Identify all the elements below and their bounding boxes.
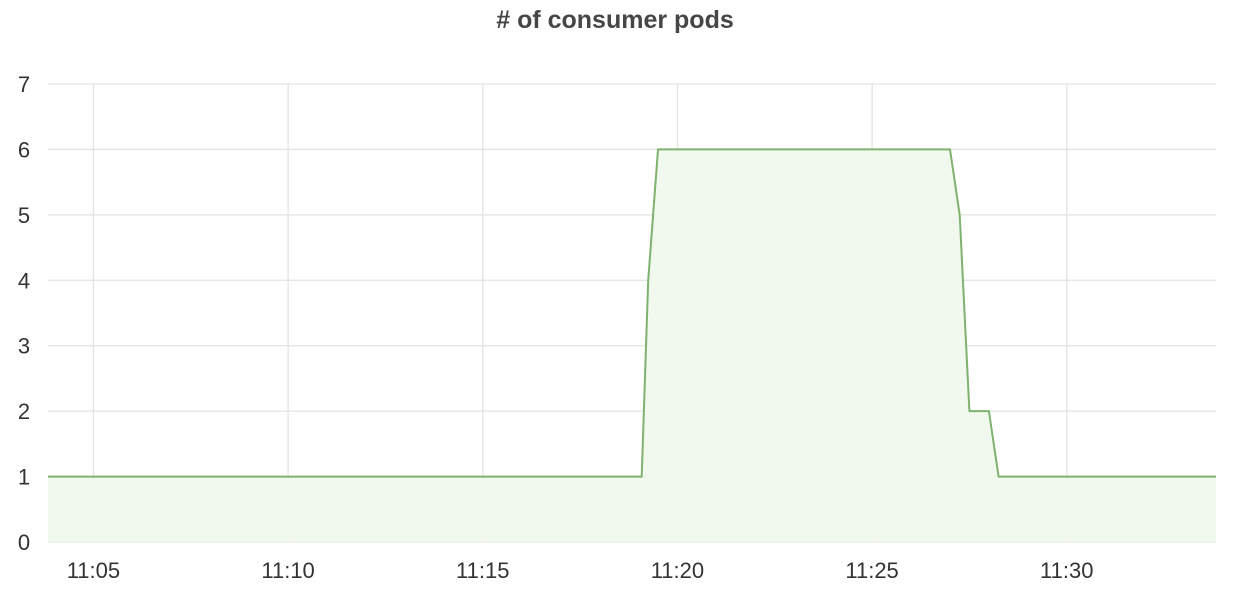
y-tick-label: 7 — [18, 72, 30, 97]
y-tick-label: 3 — [18, 334, 30, 359]
y-tick-label: 4 — [18, 268, 30, 293]
series-line — [48, 148, 1216, 478]
y-tick-label: 0 — [18, 530, 30, 555]
y-axis: 0 1 2 3 4 5 6 7 — [18, 72, 30, 555]
x-tick-label: 11:30 — [1040, 558, 1093, 583]
y-tick-label: 2 — [18, 399, 30, 424]
x-tick-label: 11:15 — [456, 558, 509, 583]
series-layer — [47, 148, 1217, 542]
x-tick-label: 11:20 — [651, 558, 704, 583]
x-tick-label: 11:25 — [845, 558, 898, 583]
y-tick-label: 1 — [18, 465, 30, 490]
series-area-fill — [48, 149, 1216, 542]
x-tick-label: 11:05 — [67, 558, 120, 583]
chart-title: # of consumer pods — [496, 6, 734, 34]
y-gridlines — [48, 83, 1216, 543]
y-tick-label: 6 — [18, 137, 30, 162]
x-tick-label: 11:10 — [261, 558, 314, 583]
y-tick-label: 5 — [18, 203, 30, 228]
x-axis: 11:05 11:10 11:15 11:20 11:25 11:30 — [67, 558, 1094, 583]
